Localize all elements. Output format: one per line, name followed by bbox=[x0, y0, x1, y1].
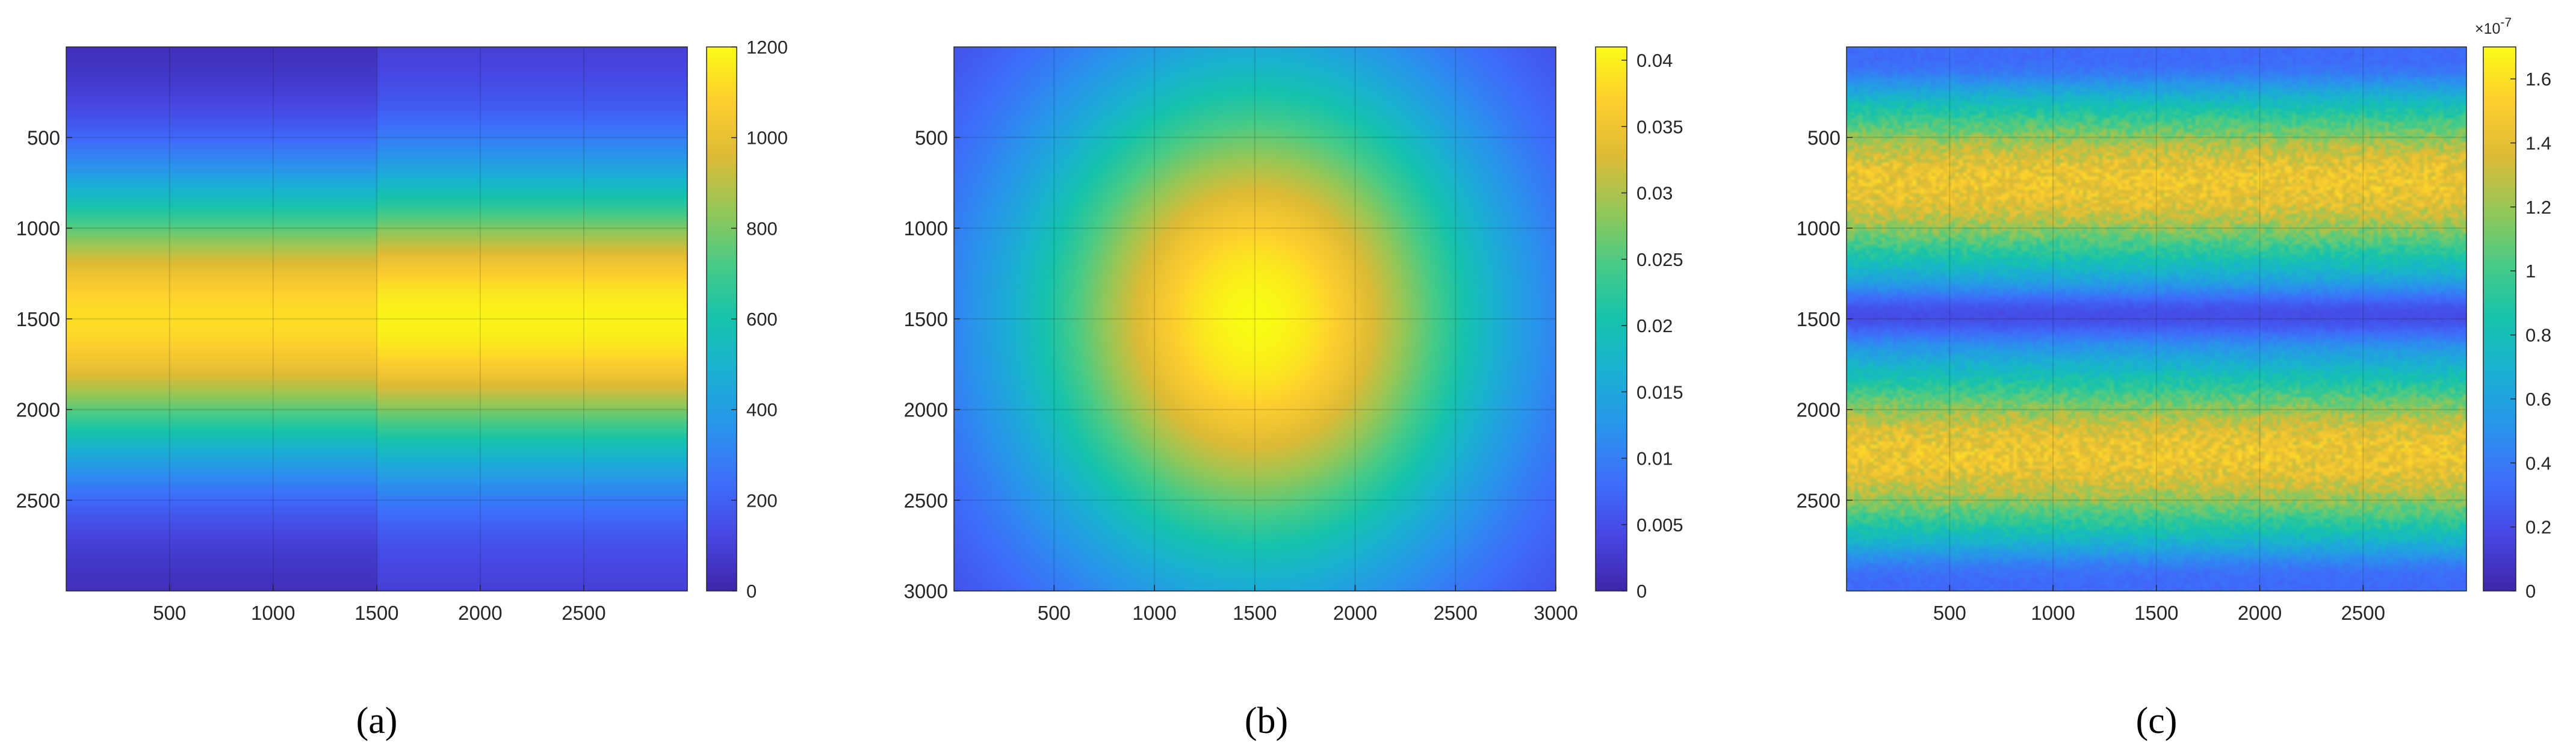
colorbar-exponent-label: ×10-7 bbox=[2475, 16, 2512, 37]
heatmap-image-b bbox=[954, 47, 1556, 591]
x-tick-label: 1500 bbox=[2134, 602, 2178, 624]
y-tick-label: 2000 bbox=[16, 399, 60, 421]
x-tick-label: 500 bbox=[1038, 602, 1071, 624]
y-tick-label: 2000 bbox=[904, 399, 948, 421]
x-tick-label: 1500 bbox=[355, 602, 398, 624]
y-tick-label: 500 bbox=[1807, 126, 1841, 149]
y-tick-label: 1000 bbox=[1797, 217, 1841, 240]
y-tick-label: 1500 bbox=[904, 308, 948, 330]
x-tick-label: 2500 bbox=[1434, 602, 1478, 624]
y-tick-label: 1000 bbox=[16, 217, 60, 240]
colorbar-tick-label: 0.03 bbox=[1636, 183, 1673, 204]
heatmap-image-a bbox=[66, 47, 687, 591]
colorbar-tick-label: 600 bbox=[746, 309, 778, 330]
x-tick-label: 2000 bbox=[458, 602, 502, 624]
colorbar-c: 0 0.2 0.4 0.6 0.8 1 1.2 1.4 1.6 ×10-7 bbox=[2475, 16, 2551, 602]
heatmap-image-c bbox=[1847, 47, 2466, 591]
colorbar-b: 0 0.005 0.01 0.015 0.02 0.025 0.03 0.035 0.04 bbox=[1595, 46, 1683, 602]
colorbar-a: 0 200 400 600 800 1000 1200 bbox=[706, 37, 788, 602]
y-tick-label: 2000 bbox=[1797, 399, 1841, 421]
y-tick-label: 1000 bbox=[904, 217, 948, 240]
colorbar-bar bbox=[1595, 46, 1627, 592]
panel-c: 500 1000 1500 2000 2500500100015002000250000… bbox=[1797, 16, 2552, 741]
y-tick-label: 2500 bbox=[904, 489, 948, 511]
panel-caption: (a) bbox=[356, 700, 398, 741]
colorbar-tick-label: 0.02 bbox=[1636, 315, 1673, 336]
x-tick-label: 2500 bbox=[2341, 602, 2385, 624]
x-tick-label: 1000 bbox=[251, 602, 295, 624]
colorbar-tick-label: 0 bbox=[2525, 581, 2536, 602]
panel-b: 500 1000 1500 2000 2500 3000 500 1000 1500 2000 25… bbox=[904, 46, 1683, 741]
colorbar-tick-label: 0.6 bbox=[2525, 389, 2551, 410]
x-tick-label: 2000 bbox=[2238, 602, 2282, 624]
colorbar-tick-label: 0 bbox=[746, 581, 757, 602]
colorbar-tick-label: 0.01 bbox=[1636, 448, 1673, 469]
colorbar-bar bbox=[2483, 46, 2516, 592]
colorbar-tick-label: 0.04 bbox=[1636, 50, 1673, 71]
panel-caption: (c) bbox=[2136, 700, 2178, 741]
x-tick-label: 1000 bbox=[1132, 602, 1176, 624]
y-tick-label: 2500 bbox=[16, 489, 60, 511]
colorbar-tick-label: 1 bbox=[2525, 261, 2536, 282]
colorbar-tick-label: 1.6 bbox=[2525, 69, 2551, 90]
colorbar-tick-label: 0.005 bbox=[1636, 515, 1683, 536]
y-tick-label: 2500 bbox=[1797, 489, 1841, 511]
colorbar-tick-label: 0.035 bbox=[1636, 116, 1683, 137]
x-tick-label: 500 bbox=[1933, 602, 1966, 624]
x-tick-label: 2000 bbox=[1333, 602, 1377, 624]
colorbar-tick-label: 0.015 bbox=[1636, 382, 1683, 403]
x-tick-label: 500 bbox=[153, 602, 186, 624]
colorbar-tick-label: 800 bbox=[746, 218, 778, 239]
y-tick-label: 3000 bbox=[904, 580, 948, 602]
colorbar-tick-label: 0.8 bbox=[2525, 325, 2551, 346]
colorbar-tick-label: 0.4 bbox=[2525, 453, 2551, 474]
y-tick-label: 1500 bbox=[1797, 308, 1841, 330]
x-tick-label: 1500 bbox=[1233, 602, 1277, 624]
y-tick-label: 1500 bbox=[16, 308, 60, 330]
colorbar-tick-label: 1.2 bbox=[2525, 197, 2551, 218]
x-tick-label: 1000 bbox=[2031, 602, 2075, 624]
colorbar-tick-label: 0 bbox=[1636, 581, 1647, 602]
panel-caption: (b) bbox=[1245, 700, 1288, 741]
colorbar-tick-label: 0.025 bbox=[1636, 249, 1683, 270]
x-tick-label: 3000 bbox=[1534, 602, 1577, 624]
colorbar-tick-label: 0.2 bbox=[2525, 517, 2551, 538]
panel-a: 500 1000 1500 2000 2500 500 1000 1500 2000 2500 0 2… bbox=[16, 37, 788, 741]
colorbar-tick-label: 1.4 bbox=[2525, 133, 2551, 154]
x-tick-label: 2500 bbox=[562, 602, 605, 624]
colorbar-tick-label: 1200 bbox=[746, 37, 788, 58]
y-tick-label: 500 bbox=[27, 126, 60, 149]
colorbar-tick-label: 400 bbox=[746, 400, 778, 421]
y-tick-label: 500 bbox=[915, 126, 948, 149]
colorbar-tick-label: 1000 bbox=[746, 128, 788, 149]
colorbar-tick-label: 200 bbox=[746, 490, 778, 511]
